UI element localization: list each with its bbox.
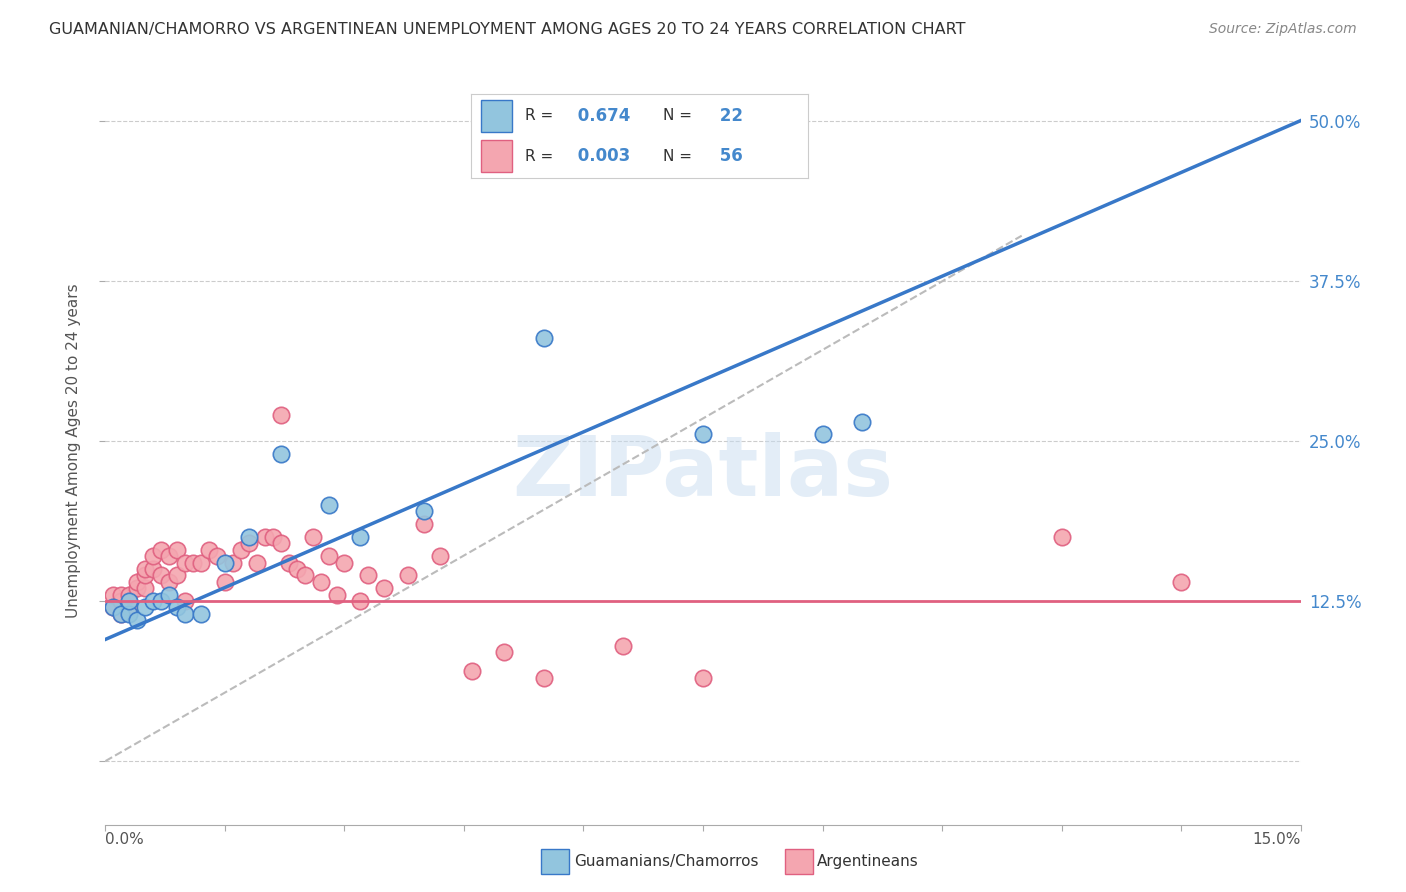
Point bbox=[349, 594, 371, 608]
Point bbox=[166, 568, 188, 582]
Point bbox=[134, 600, 156, 615]
Point bbox=[238, 530, 260, 544]
Text: 22: 22 bbox=[714, 107, 742, 125]
Text: Guamanians/Chamorros: Guamanians/Chamorros bbox=[574, 855, 758, 869]
Point bbox=[181, 556, 204, 570]
Point bbox=[229, 542, 252, 557]
Point bbox=[118, 607, 141, 621]
Point bbox=[166, 600, 188, 615]
Text: 0.0%: 0.0% bbox=[105, 831, 145, 847]
Point bbox=[612, 639, 634, 653]
Point bbox=[103, 600, 125, 615]
Point bbox=[134, 568, 156, 582]
Point bbox=[174, 607, 197, 621]
Point bbox=[110, 607, 132, 621]
Point bbox=[325, 588, 347, 602]
Text: R =: R = bbox=[524, 149, 553, 164]
Point bbox=[851, 415, 873, 429]
Point bbox=[285, 562, 308, 576]
Text: GUAMANIAN/CHAMORRO VS ARGENTINEAN UNEMPLOYMENT AMONG AGES 20 TO 24 YEARS CORRELA: GUAMANIAN/CHAMORRO VS ARGENTINEAN UNEMPL… bbox=[49, 22, 966, 37]
Point bbox=[118, 600, 141, 615]
Point bbox=[118, 588, 141, 602]
Point bbox=[166, 542, 188, 557]
Point bbox=[222, 556, 245, 570]
Point bbox=[142, 549, 165, 563]
Point bbox=[692, 671, 714, 685]
Text: 15.0%: 15.0% bbox=[1253, 831, 1301, 847]
Point bbox=[413, 504, 436, 518]
FancyBboxPatch shape bbox=[481, 140, 512, 172]
Point bbox=[357, 568, 380, 582]
Y-axis label: Unemployment Among Ages 20 to 24 years: Unemployment Among Ages 20 to 24 years bbox=[66, 283, 82, 618]
Point bbox=[294, 568, 316, 582]
Point bbox=[134, 581, 156, 595]
Text: 56: 56 bbox=[714, 147, 742, 165]
Point bbox=[309, 574, 332, 589]
Point bbox=[270, 409, 292, 423]
Point bbox=[1170, 574, 1192, 589]
Point bbox=[692, 427, 714, 442]
Point bbox=[277, 556, 299, 570]
Point bbox=[110, 607, 132, 621]
Point bbox=[174, 594, 197, 608]
Point bbox=[118, 594, 141, 608]
Point bbox=[238, 536, 260, 550]
Point bbox=[246, 556, 269, 570]
Text: N =: N = bbox=[664, 149, 692, 164]
Point bbox=[262, 530, 284, 544]
Point bbox=[142, 594, 165, 608]
Point bbox=[429, 549, 451, 563]
Point bbox=[333, 556, 356, 570]
Point bbox=[127, 574, 149, 589]
Point bbox=[174, 556, 197, 570]
Point bbox=[142, 562, 165, 576]
Point bbox=[190, 607, 212, 621]
Point bbox=[110, 594, 132, 608]
Point bbox=[461, 665, 484, 679]
Text: ZIPatlas: ZIPatlas bbox=[513, 433, 893, 514]
Point bbox=[811, 427, 834, 442]
Point bbox=[134, 562, 156, 576]
Point bbox=[253, 530, 276, 544]
Text: R =: R = bbox=[524, 108, 553, 123]
Point bbox=[198, 542, 221, 557]
Text: 0.003: 0.003 bbox=[572, 147, 630, 165]
Point bbox=[373, 581, 395, 595]
Point bbox=[103, 600, 125, 615]
Point bbox=[533, 671, 555, 685]
Point bbox=[413, 517, 436, 532]
Point bbox=[110, 588, 132, 602]
Point bbox=[349, 530, 371, 544]
Point bbox=[150, 594, 173, 608]
Point bbox=[157, 588, 180, 602]
Point bbox=[533, 331, 555, 345]
Point bbox=[190, 556, 212, 570]
Point bbox=[270, 447, 292, 461]
Text: Source: ZipAtlas.com: Source: ZipAtlas.com bbox=[1209, 22, 1357, 37]
Point bbox=[127, 581, 149, 595]
Text: N =: N = bbox=[664, 108, 692, 123]
Point bbox=[492, 645, 515, 659]
Point bbox=[103, 588, 125, 602]
Point bbox=[318, 498, 340, 512]
Point bbox=[150, 542, 173, 557]
Point bbox=[150, 568, 173, 582]
Point bbox=[157, 549, 180, 563]
Point bbox=[301, 530, 323, 544]
Point bbox=[270, 536, 292, 550]
Point bbox=[214, 574, 236, 589]
Text: 0.674: 0.674 bbox=[572, 107, 631, 125]
Point bbox=[396, 568, 419, 582]
FancyBboxPatch shape bbox=[481, 100, 512, 132]
Point bbox=[127, 613, 149, 627]
Point bbox=[318, 549, 340, 563]
Point bbox=[205, 549, 228, 563]
Point bbox=[157, 574, 180, 589]
Text: Argentineans: Argentineans bbox=[817, 855, 918, 869]
Point bbox=[214, 556, 236, 570]
Point bbox=[1050, 530, 1073, 544]
